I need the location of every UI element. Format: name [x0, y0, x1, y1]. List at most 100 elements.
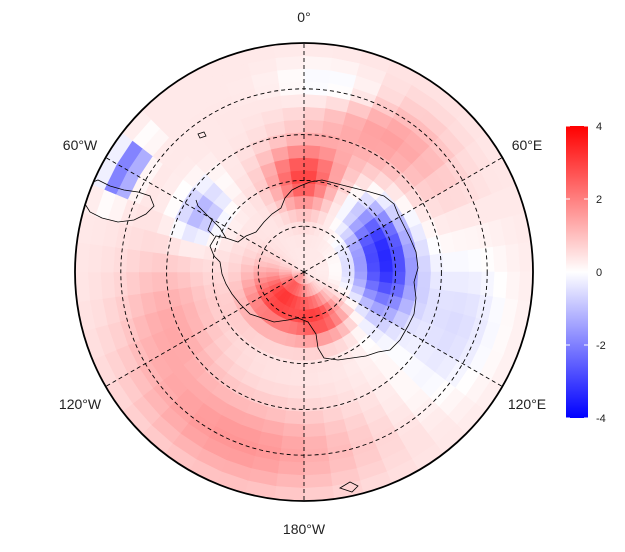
anomaly-cell	[303, 372, 320, 387]
anomaly-cell	[303, 359, 318, 375]
anomaly-cell	[303, 157, 320, 172]
anomaly-cell	[455, 250, 470, 273]
anomaly-cell	[285, 131, 305, 147]
anomaly-cell	[303, 473, 333, 489]
anomaly-cell	[442, 251, 458, 273]
anomaly-cell	[366, 261, 381, 273]
anomaly-cell	[125, 271, 141, 296]
anomaly-cell	[125, 248, 141, 273]
anomaly-cell	[176, 255, 191, 273]
anomaly-cell	[303, 347, 316, 362]
anomaly-cell	[293, 195, 305, 210]
anomaly-cell	[505, 271, 521, 301]
graticule	[105, 43, 503, 501]
anomaly-cell	[87, 243, 103, 273]
lon-label-120e: 120°E	[508, 396, 546, 412]
anomaly-cell	[288, 157, 305, 172]
anomaly-cell	[303, 385, 321, 400]
anomaly-cell	[227, 271, 242, 283]
colorbar-tick-label: 2	[596, 194, 602, 206]
anomaly-cell	[354, 263, 368, 273]
anomaly-cell	[283, 118, 305, 134]
south-georgia-coast	[339, 481, 359, 493]
anomaly-cell	[442, 271, 458, 293]
anomaly-cell	[455, 271, 470, 294]
anomaly-cell	[112, 246, 128, 273]
anomaly-cell	[417, 255, 432, 273]
colorbar-ticks: 4 2 0 -2 -4	[566, 121, 606, 425]
subantarctic-island	[197, 131, 207, 139]
anomaly-cell	[240, 271, 254, 281]
anomaly-cell	[391, 271, 407, 286]
anomaly-cell	[283, 410, 305, 426]
anomaly-cell	[138, 250, 153, 273]
antarctic-peninsula-coast	[195, 199, 227, 239]
anomaly-cell	[379, 260, 394, 273]
anomaly-cell	[280, 93, 305, 109]
anomaly-cell	[303, 435, 328, 451]
anomaly-cell	[303, 144, 321, 159]
anomaly-cell	[112, 271, 128, 298]
anomaly-cell	[138, 271, 153, 294]
anomaly-cell	[278, 448, 305, 464]
antarctica-coastline	[209, 179, 419, 361]
colorbar-tick-label: -4	[596, 413, 606, 425]
colorbar-tick-label: 0	[596, 267, 602, 279]
lon-label-180w: 180°W	[283, 521, 326, 537]
anomaly-cell	[303, 486, 335, 501]
anomaly-cell	[295, 208, 305, 222]
anomaly-cell	[292, 347, 305, 362]
anomaly-cell	[290, 169, 305, 185]
anomaly-cell	[417, 271, 432, 289]
anomaly-cell	[480, 246, 496, 273]
anomaly-cell	[303, 93, 328, 109]
anomaly-cell	[303, 106, 326, 121]
anomaly-cell	[277, 460, 305, 476]
lon-label-120w: 120°W	[59, 396, 102, 412]
anomaly-cell	[163, 253, 179, 273]
colorbar: 4 2 0 -2 -4	[566, 121, 606, 425]
anomaly-cell	[303, 131, 323, 147]
anomaly-cell	[290, 359, 305, 375]
anomaly-cell	[100, 271, 116, 299]
anomaly-cell	[201, 271, 217, 286]
coastlines	[79, 131, 419, 493]
anomaly-cell	[201, 258, 217, 273]
anomaly-cell	[467, 271, 483, 296]
anomaly-cell	[87, 271, 103, 301]
map-boundary	[74, 42, 534, 502]
anomaly-cell	[505, 243, 521, 273]
anomaly-cell	[189, 256, 204, 273]
anomaly-cell	[404, 256, 419, 273]
meridian-line	[105, 271, 305, 387]
anomaly-cell	[285, 397, 305, 413]
anomaly-cell	[303, 55, 333, 71]
meridian-line	[303, 271, 503, 387]
anomaly-cell	[278, 80, 305, 96]
anomaly-cell	[275, 55, 305, 71]
anomaly-cell	[100, 245, 116, 273]
map-disc	[75, 43, 533, 501]
anomaly-cell	[379, 271, 394, 284]
anomaly-cell	[282, 423, 305, 438]
anomaly-cell	[303, 410, 325, 426]
anomaly-cell	[303, 334, 315, 349]
anomaly-cell	[287, 144, 305, 159]
anomaly-cell	[303, 397, 323, 413]
anomaly-cell	[189, 271, 204, 288]
lon-label-60w: 60°W	[63, 137, 98, 153]
anomaly-cell	[467, 248, 483, 273]
anomaly-cell	[273, 43, 305, 58]
anomaly-cell	[303, 182, 316, 197]
anomaly-cell	[275, 473, 305, 489]
anomaly-cell	[288, 372, 305, 387]
anomaly-cell	[150, 251, 166, 273]
parallel-circle	[166, 134, 442, 410]
anomaly-cell	[282, 106, 305, 121]
anomaly-cell	[429, 253, 445, 273]
colorbar-tick-label: 4	[596, 121, 602, 133]
anomaly-cell	[480, 271, 496, 298]
anomaly-cell	[280, 435, 305, 451]
anomaly-cell	[303, 448, 330, 464]
